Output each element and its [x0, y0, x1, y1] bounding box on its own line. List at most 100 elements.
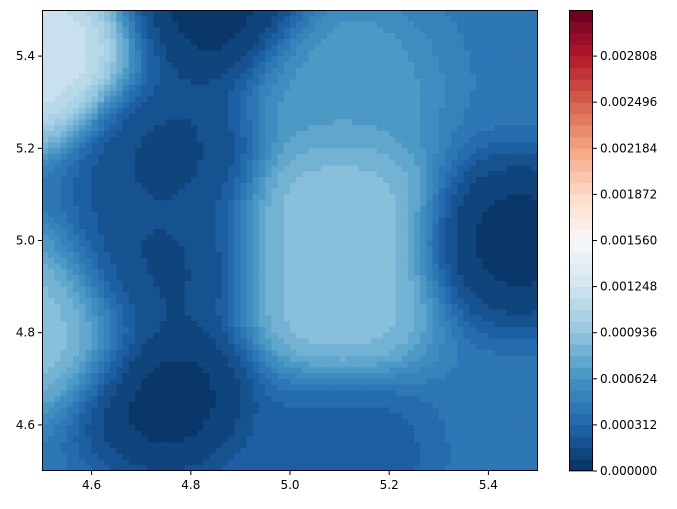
contour-cell — [246, 355, 254, 363]
contour-cell — [265, 165, 272, 172]
contour-cell — [420, 113, 427, 121]
contour-cell — [395, 332, 403, 340]
contour-cell — [513, 90, 520, 98]
contour-cell — [190, 154, 198, 161]
contour-cell — [190, 367, 198, 374]
contour-cell — [221, 67, 229, 74]
contour-cell — [91, 56, 99, 63]
contour-cell — [85, 280, 93, 288]
contour-cell — [531, 102, 538, 109]
contour-cell — [54, 38, 62, 46]
contour-cell — [420, 269, 427, 276]
contour-cell — [358, 349, 365, 357]
contour-cell — [66, 165, 74, 172]
contour-cell — [85, 136, 93, 144]
contour-cell — [469, 200, 477, 207]
contour-cell — [333, 142, 341, 149]
contour-cell — [116, 217, 124, 224]
contour-cell — [153, 280, 161, 288]
contour-cell — [290, 96, 297, 103]
contour-cell — [519, 21, 527, 28]
contour-cell — [414, 79, 421, 86]
contour-cell — [488, 355, 496, 363]
contour-cell — [110, 298, 117, 305]
contour-cell — [321, 252, 328, 259]
contour-cell — [122, 125, 130, 132]
contour-cell — [364, 344, 372, 351]
contour-cell — [321, 136, 328, 144]
contour-cell — [327, 131, 334, 138]
contour-cell — [327, 21, 334, 28]
contour-cell — [147, 73, 155, 80]
contour-cell — [252, 73, 260, 80]
contour-cell — [91, 67, 99, 74]
contour-cell — [147, 188, 155, 195]
contour-cell — [184, 165, 192, 172]
contour-cell — [209, 56, 217, 63]
contour-cell — [197, 326, 204, 334]
contour-cell — [451, 298, 458, 305]
contour-cell — [48, 332, 55, 340]
contour-cell — [203, 33, 210, 40]
contour-cell — [215, 367, 223, 374]
contour-cell — [445, 217, 452, 224]
contour-cell — [445, 332, 452, 340]
contour-cell — [525, 165, 533, 172]
contour-cell — [128, 125, 136, 132]
contour-cell — [321, 355, 328, 363]
contour-cell — [513, 15, 520, 23]
contour-cell — [240, 159, 248, 167]
contour-cell — [407, 355, 415, 363]
contour-cell — [116, 148, 124, 155]
contour-cell — [277, 292, 285, 299]
contour-cell — [85, 349, 93, 357]
contour-cell — [73, 21, 80, 28]
contour-cell — [42, 194, 49, 201]
contour-cell — [178, 125, 186, 132]
contour-cell — [383, 50, 390, 57]
contour-cell — [166, 280, 173, 288]
contour-cell — [327, 15, 334, 23]
contour-cell — [525, 344, 533, 351]
contour-cell — [463, 38, 471, 46]
contour-cell — [135, 200, 142, 207]
contour-cell — [240, 96, 248, 103]
contour-cell — [91, 165, 99, 172]
contour-cell — [488, 84, 496, 92]
contour-cell — [488, 159, 496, 167]
contour-cell — [221, 292, 229, 299]
contour-cell — [252, 292, 260, 299]
contour-cell — [197, 177, 204, 184]
contour-cell — [314, 44, 322, 51]
contour-cell — [407, 292, 415, 299]
contour-cell — [451, 194, 458, 201]
contour-cell — [159, 263, 167, 270]
contour-cell — [48, 67, 55, 74]
contour-cell — [507, 217, 514, 224]
contour-cell — [265, 332, 272, 340]
contour-cell — [215, 252, 223, 259]
contour-cell — [457, 90, 465, 98]
contour-cell — [333, 344, 341, 351]
contour-cell — [383, 96, 390, 103]
contour-cell — [153, 119, 161, 126]
contour-cell — [66, 338, 74, 345]
contour-cell — [271, 107, 279, 115]
contour-cell — [290, 177, 297, 184]
contour-cell — [432, 309, 440, 317]
contour-cell — [190, 165, 198, 172]
contour-cell — [246, 332, 254, 340]
contour-cell — [364, 102, 372, 109]
contour-cell — [364, 349, 372, 357]
contour-cell — [184, 125, 192, 132]
contour-cell — [308, 136, 316, 144]
contour-cell — [97, 269, 105, 276]
contour-cell — [314, 361, 322, 368]
contour-cell — [513, 344, 520, 351]
contour-cell — [190, 298, 198, 305]
contour-cell — [395, 194, 403, 201]
contour-cell — [234, 355, 241, 363]
contour-cell — [197, 90, 204, 98]
contour-cell — [104, 113, 111, 121]
contour-cell — [91, 269, 99, 276]
